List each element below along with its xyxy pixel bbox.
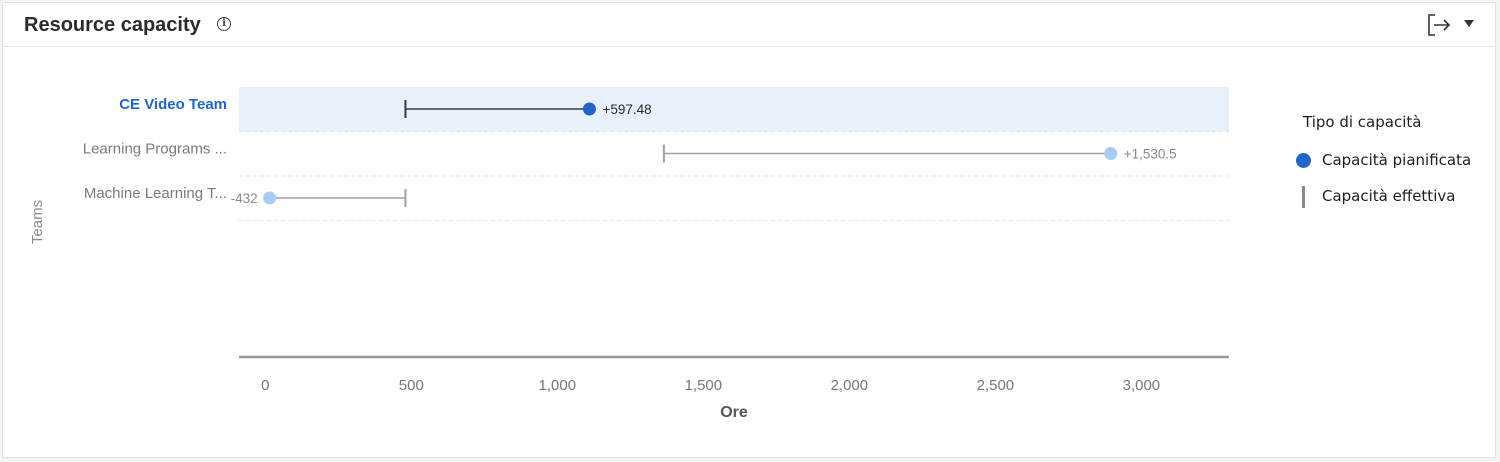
x-tick-label: 2,000 (831, 377, 869, 394)
x-tick-label: 3,000 (1123, 377, 1161, 394)
card-header: Resource capacity i (3, 3, 1495, 47)
planned-capacity-dot (582, 102, 596, 116)
planned-capacity-dot (1104, 147, 1118, 160)
legend-label-planned: Capacità pianificata (1322, 151, 1472, 169)
y-axis-title: Teams (29, 200, 46, 244)
x-tick-label: 500 (399, 377, 424, 394)
x-tick-label: 2,500 (977, 377, 1015, 394)
x-tick-label: 1,500 (685, 377, 723, 394)
team-label[interactable]: CE Video Team (119, 96, 227, 113)
caret-down-icon[interactable] (1464, 20, 1474, 27)
card-title: Resource capacity (24, 14, 201, 36)
team-label[interactable]: Machine Learning T... (84, 185, 227, 202)
x-axis-title: Ore (720, 404, 748, 421)
team-label[interactable]: Learning Programs ... (83, 141, 227, 158)
delta-label: +597.48 (602, 102, 651, 117)
export-icon[interactable] (1426, 12, 1452, 38)
x-tick-label: 1,000 (539, 377, 577, 394)
row-highlight (239, 87, 1229, 132)
legend-title: Tipo di capacità (1303, 113, 1422, 131)
info-icon[interactable]: i (217, 17, 231, 31)
planned-capacity-dot (263, 191, 277, 205)
delta-label: -432 (231, 191, 258, 206)
actual-bar-icon (1302, 186, 1305, 208)
x-tick-label: 0 (261, 377, 269, 394)
legend-label-actual: Capacità effettiva (1322, 187, 1456, 205)
delta-label: +1,530.5 (1124, 147, 1177, 162)
planned-dot-icon (1296, 153, 1311, 168)
